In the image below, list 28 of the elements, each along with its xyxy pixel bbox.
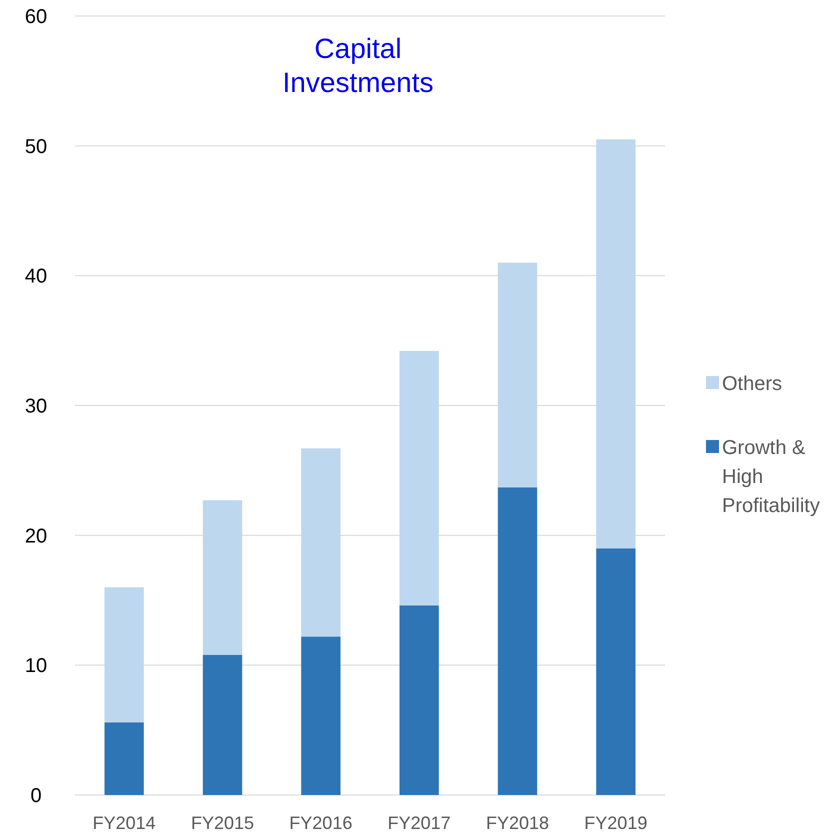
bar xyxy=(400,605,439,795)
bar xyxy=(498,262,538,488)
bar xyxy=(202,500,242,655)
y-tick-label: 20 xyxy=(24,525,48,548)
x-tick-label: FY2017 xyxy=(388,813,451,833)
bar xyxy=(104,722,144,795)
x-tick-label: FY2018 xyxy=(486,813,550,833)
x-tick-label: FY2019 xyxy=(584,813,648,833)
bar xyxy=(596,139,636,548)
y-tick-label: 30 xyxy=(24,396,48,418)
legend-label: Others xyxy=(722,373,782,395)
bar xyxy=(301,448,340,637)
x-tick-label: FY2015 xyxy=(190,813,254,833)
x-tick-label: FY2016 xyxy=(289,813,352,833)
x-tick-label: FY2014 xyxy=(92,813,156,833)
legend-label: Growth & High Profitability xyxy=(722,437,820,517)
text: Capital Investments xyxy=(282,33,434,98)
y-tick-label: 0 xyxy=(30,785,42,807)
bar xyxy=(498,487,538,795)
y-tick-label: 50 xyxy=(24,136,48,158)
y-tick-label: 40 xyxy=(24,266,48,288)
bar xyxy=(400,350,439,606)
bar xyxy=(202,654,242,795)
bar xyxy=(104,587,144,722)
bar xyxy=(301,636,340,795)
y-tick-label: 60 xyxy=(24,6,48,28)
bar xyxy=(596,548,636,795)
y-tick-label: 10 xyxy=(24,655,48,678)
